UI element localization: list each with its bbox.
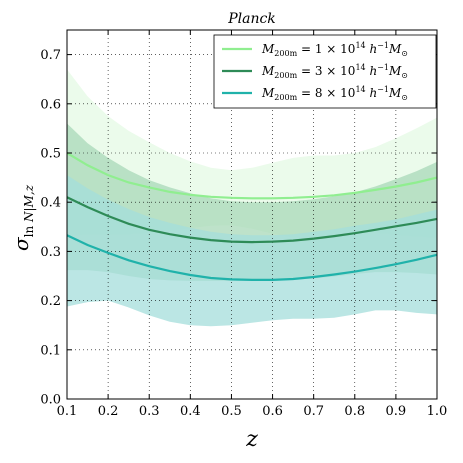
x-tick-label: 0.1 — [57, 404, 78, 419]
chart-title: Planck — [227, 11, 276, 27]
svg-text:σln N|M,z: σln N|M,z — [9, 184, 36, 251]
x-tick-label: 0.3 — [139, 404, 160, 419]
y-axis-label: σln N|M,z — [9, 184, 36, 251]
x-tick-label: 0.5 — [221, 404, 242, 419]
x-tick-label: 0.6 — [262, 404, 283, 419]
y-tick-label: 0.6 — [40, 97, 61, 112]
x-tick-label: 0.7 — [303, 404, 324, 419]
x-axis-label: z — [245, 427, 258, 452]
y-tick-label: 0.3 — [40, 245, 61, 260]
series-lines — [66, 152, 438, 281]
legend-label: M200m = 3 × 1014 h−1M⊙ — [261, 63, 408, 80]
x-tick-label: 1.0 — [427, 404, 448, 419]
axis-ticks: 0.1 0.2 0.3 0.4 0.5 0.6 0.7 0.8 0.9 1.00.00.10.20… — [40, 30, 447, 419]
line-series-3 — [66, 234, 438, 281]
y-tick-label: 0.7 — [40, 48, 61, 63]
legend-label: M200m = 8 × 1014 h−1M⊙ — [261, 85, 408, 102]
x-tick-label: 0.4 — [180, 404, 201, 419]
y-tick-label: 0.2 — [40, 294, 61, 309]
x-tick-label: 0.2 — [98, 404, 119, 419]
plot-frame — [66, 29, 438, 400]
x-tick-label: 0.8 — [344, 404, 365, 419]
line-series-2 — [66, 196, 438, 244]
y-tick-label: 0.4 — [40, 196, 61, 211]
legend: M200m = 1 × 1014 h−1M⊙ M200m = 3 × 1014 h… — [213, 34, 437, 109]
y-tick-label: 0.1 — [40, 343, 61, 358]
x-tick-label: 0.9 — [386, 404, 407, 419]
legend-label: M200m = 1 × 1014 h−1M⊙ — [261, 41, 408, 58]
y-tick-label: 0.5 — [40, 147, 61, 162]
band-series-3 — [67, 175, 437, 327]
y-tick-label: 0.0 — [40, 393, 61, 408]
line-series-1 — [66, 152, 438, 200]
